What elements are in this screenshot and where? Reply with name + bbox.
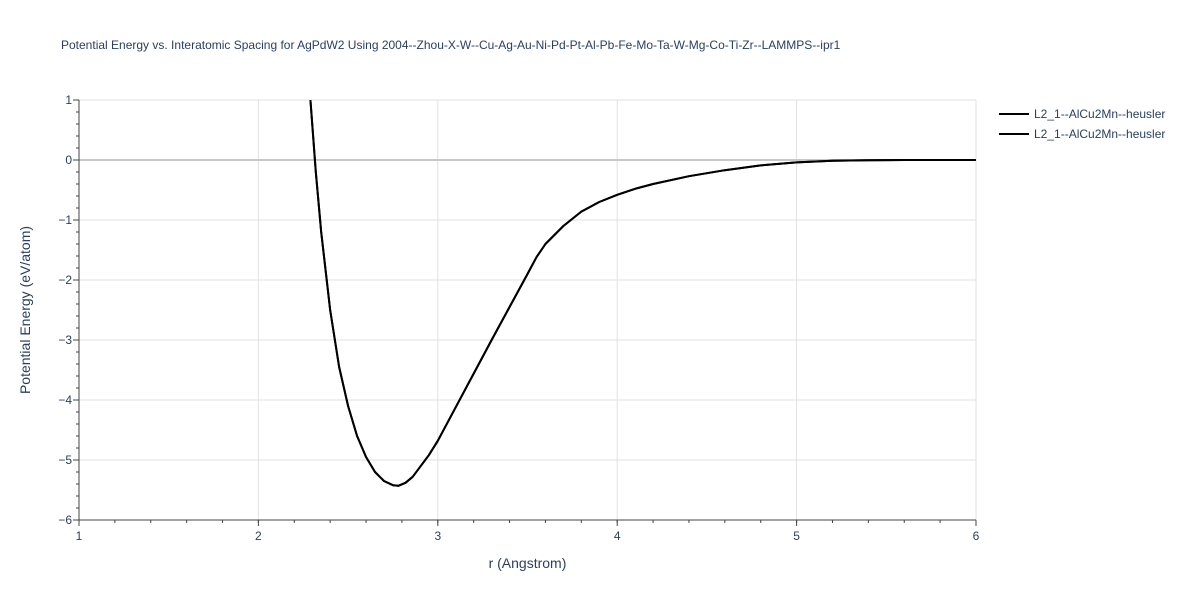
x-tick-label: 1 <box>76 529 83 543</box>
grid-lines <box>79 99 977 520</box>
legend-label[interactable]: L2_1--AlCu2Mn--heusler <box>1034 107 1165 121</box>
axis-ticks: 1 2 3 4 5 6 1 0 −1 −2 −3 −4 −5 −6 <box>58 93 979 543</box>
y-tick-label: 1 <box>65 93 72 107</box>
y-tick-label: −6 <box>58 513 72 527</box>
chart-title: Potential Energy vs. Interatomic Spacing… <box>61 38 841 52</box>
x-tick-label: 6 <box>973 529 980 543</box>
series-line-2 <box>309 100 976 487</box>
axes <box>78 100 976 521</box>
y-tick-label: −4 <box>58 393 72 407</box>
y-axis-title: Potential Energy (eV/atom) <box>17 226 33 394</box>
x-tick-label: 4 <box>614 529 621 543</box>
legend: L2_1--AlCu2Mn--heusler L2_1--AlCu2Mn--heu… <box>999 107 1165 141</box>
series-line-1 <box>309 100 976 487</box>
x-axis-title: r (Angstrom) <box>489 555 567 571</box>
x-tick-label: 2 <box>255 529 262 543</box>
x-tick-label: 5 <box>793 529 800 543</box>
y-tick-label: −2 <box>58 273 72 287</box>
y-tick-label: −3 <box>58 333 72 347</box>
series-lines <box>309 100 976 487</box>
y-tick-label: −1 <box>58 213 72 227</box>
y-tick-label: −5 <box>58 453 72 467</box>
x-tick-label: 3 <box>434 529 441 543</box>
legend-label[interactable]: L2_1--AlCu2Mn--heusler <box>1034 127 1165 141</box>
y-tick-label: 0 <box>65 153 72 167</box>
